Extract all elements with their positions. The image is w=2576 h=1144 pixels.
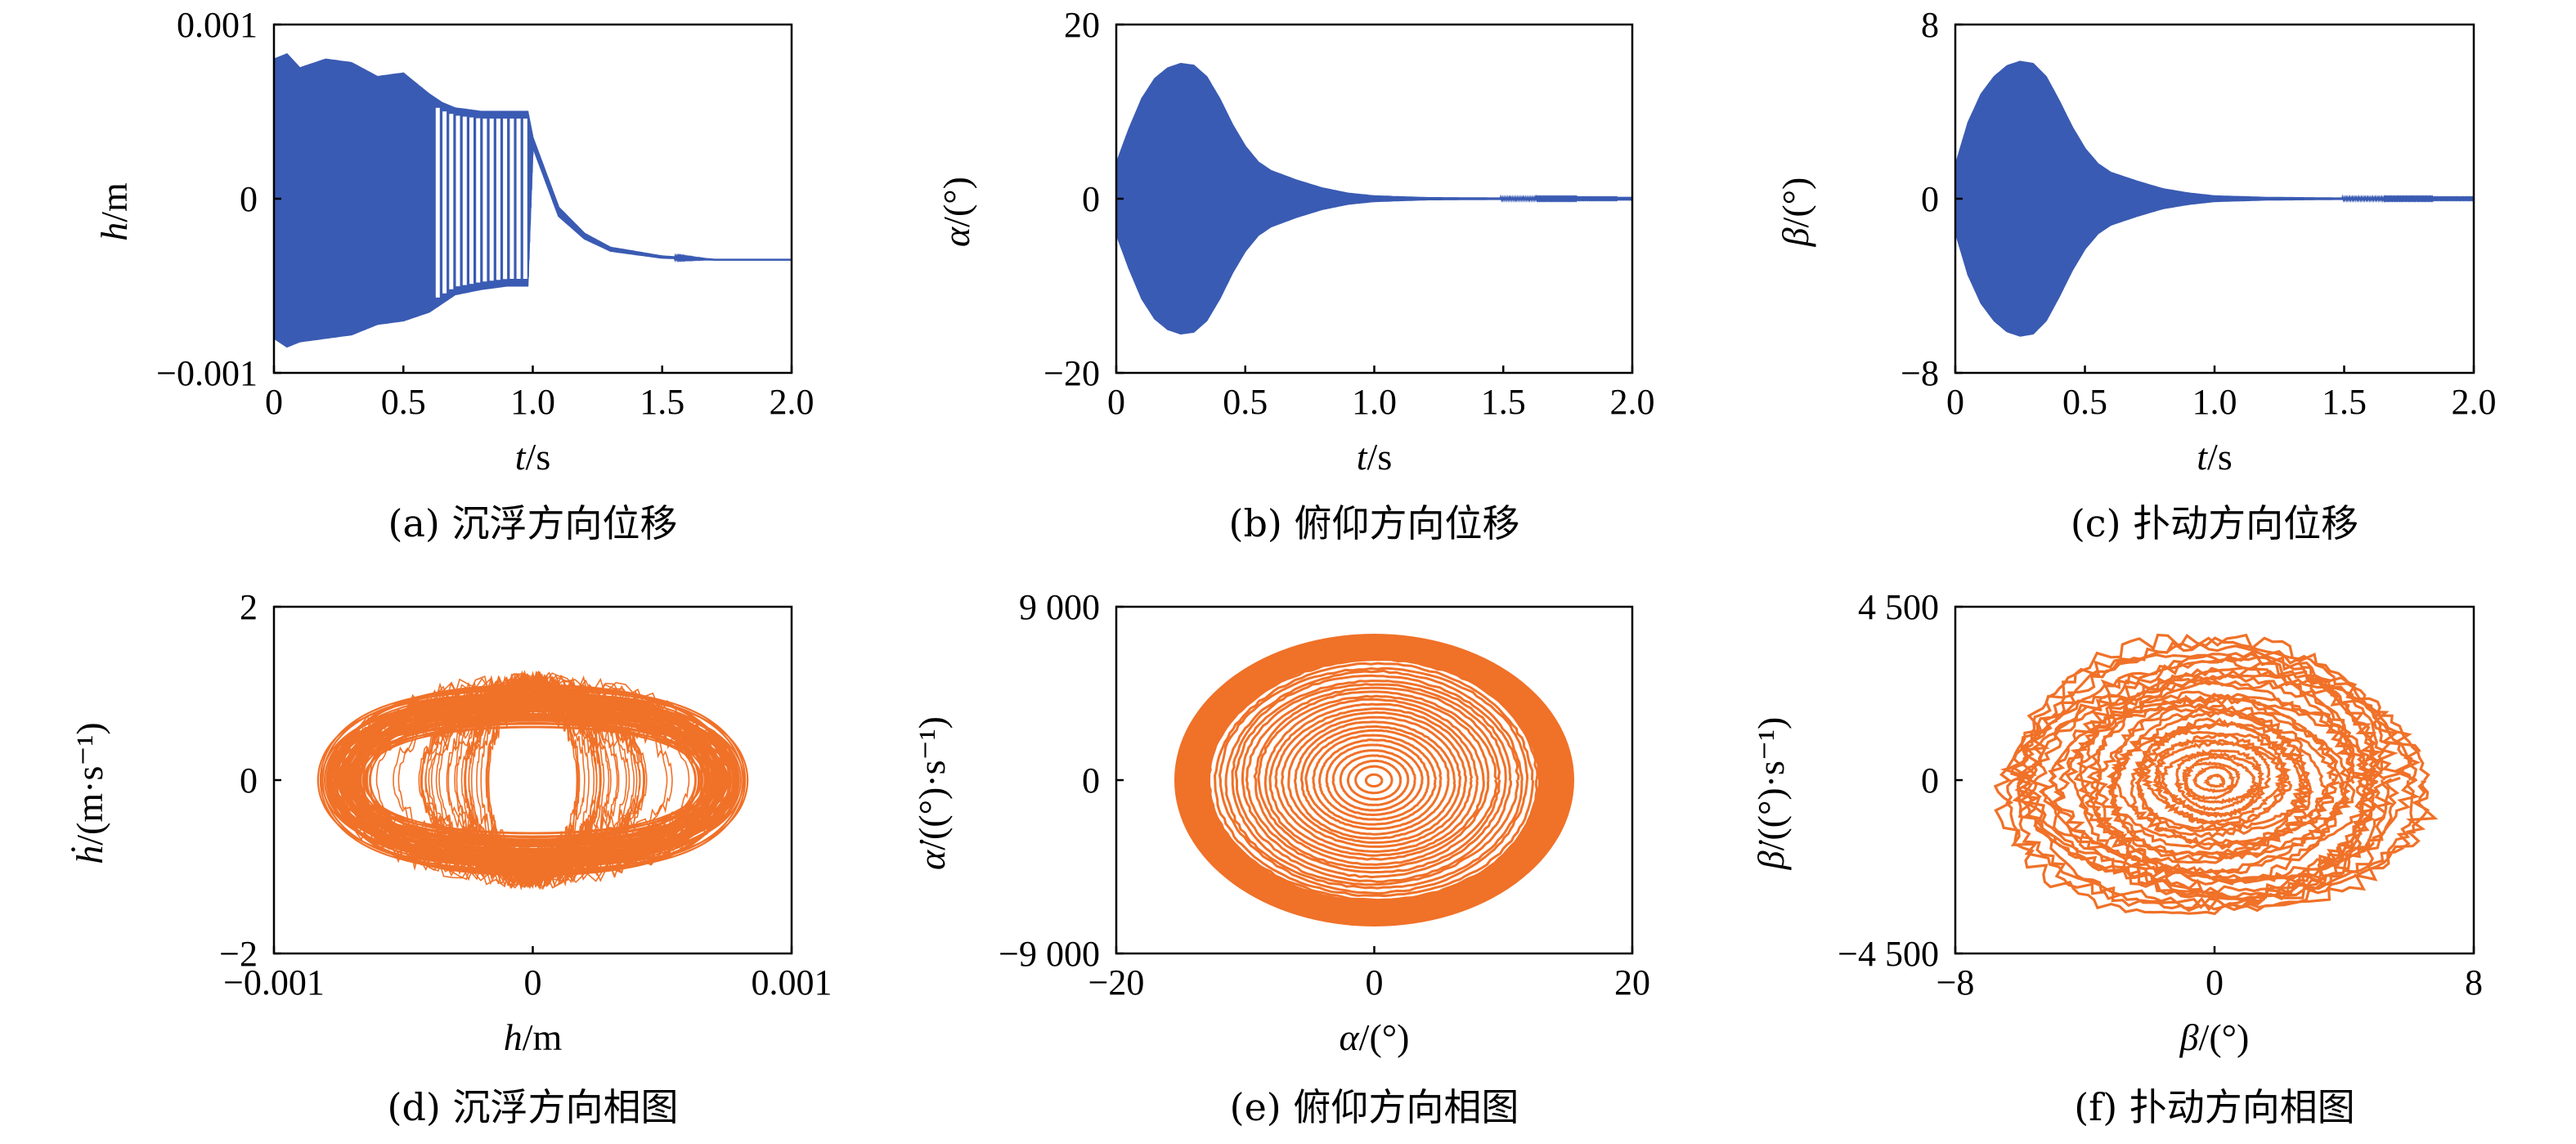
plot-area xyxy=(274,53,792,348)
y-tick-label: 0 xyxy=(1921,760,1939,801)
x-axis-label: t/s xyxy=(515,436,550,478)
x-tick-label: 0.5 xyxy=(381,382,426,422)
x-tick-label: 1.5 xyxy=(1481,382,1526,422)
x-tick-label: 8 xyxy=(2465,962,2483,1003)
series-line xyxy=(1116,63,1632,334)
y-tick-label: 0 xyxy=(1082,179,1100,219)
plot-area xyxy=(316,669,749,891)
x-tick-label: −0.001 xyxy=(223,962,325,1003)
x-tick-label: 2.0 xyxy=(770,382,815,422)
y-axis-label: h/m xyxy=(93,182,135,241)
y-tick-label: −9 000 xyxy=(999,934,1100,974)
phase-trajectory xyxy=(1993,633,2439,916)
series-line xyxy=(274,54,792,347)
x-axis-label: t/s xyxy=(2197,436,2232,478)
y-tick-label: 4 500 xyxy=(1858,587,1939,627)
x-tick-label: 0.5 xyxy=(1223,382,1268,422)
y-tick-label: 0 xyxy=(1921,179,1939,219)
y-tick-label: −0.001 xyxy=(156,353,258,393)
x-tick-label: 0 xyxy=(524,962,542,1003)
x-tick-label: −8 xyxy=(1936,962,1975,1003)
y-tick-label: 20 xyxy=(1064,5,1100,45)
y-tick-label: 0.001 xyxy=(177,5,258,45)
x-tick-label: 0.001 xyxy=(752,962,832,1003)
y-axis-label: α̇/((°)·s⁻¹) xyxy=(911,716,953,870)
y-tick-label: −4 500 xyxy=(1838,934,1939,974)
plot-area xyxy=(1116,62,1632,335)
y-axis-label: β/(°) xyxy=(1775,177,1816,248)
phase-trajectory xyxy=(1206,658,1539,902)
x-tick-label: 2.0 xyxy=(1610,382,1655,422)
y-axis-label: β̇/((°)·s⁻¹) xyxy=(1750,717,1792,871)
x-tick-label: 1.0 xyxy=(1352,382,1397,422)
y-tick-label: 0 xyxy=(240,760,258,801)
x-tick-label: 0 xyxy=(1107,382,1125,422)
y-tick-label: −2 xyxy=(219,934,258,974)
x-axis-label: t/s xyxy=(1357,436,1392,478)
y-axis-label: ḣ/(m·s⁻¹) xyxy=(69,722,110,864)
y-tick-label: 8 xyxy=(1921,5,1939,45)
chart-panel-f: −8 0 8 −4 500 0 4 500 β/(°) β̇/((°)·s⁻¹) (f) 扑动方… xyxy=(1750,587,2483,1129)
x-tick-label: 0 xyxy=(1366,962,1384,1003)
x-tick-label: 1.0 xyxy=(510,382,555,422)
y-tick-label: 2 xyxy=(240,587,258,627)
panel-caption: (b) 俯仰方向位移 xyxy=(1229,501,1520,545)
x-tick-label: 2.0 xyxy=(2452,382,2497,422)
x-tick-label: 1.5 xyxy=(2322,382,2367,422)
x-tick-label: 0.5 xyxy=(2062,382,2107,422)
plot-area xyxy=(1993,633,2439,916)
phase-trajectory-inner xyxy=(327,669,738,891)
chart-panel-e: −20 0 20 −9 000 0 9 000 α/(°) α̇/((°)·s⁻¹) (e) 俯… xyxy=(911,587,1650,1129)
x-tick-label: 0 xyxy=(265,382,283,422)
panel-caption: (e) 俯仰方向相图 xyxy=(1230,1085,1519,1129)
chart-panel-d: −0.001 0 0.001 −2 0 2 h/m ḣ/(m·s⁻¹) (d) 沉浮方向相图 xyxy=(69,587,832,1129)
panel-caption: (d) 沉浮方向相图 xyxy=(388,1085,679,1129)
x-axis-label: α/(°) xyxy=(1340,1016,1410,1058)
panel-caption: (a) 沉浮方向位移 xyxy=(388,501,678,545)
y-tick-label: −20 xyxy=(1043,353,1100,393)
x-tick-label: 20 xyxy=(1614,962,1650,1003)
plot-area xyxy=(1955,61,2474,337)
x-tick-label: 1.5 xyxy=(640,382,684,422)
x-tick-label: 0 xyxy=(2206,962,2224,1003)
y-tick-label: 9 000 xyxy=(1019,587,1100,627)
y-tick-label: 0 xyxy=(1082,760,1100,801)
x-tick-label: −20 xyxy=(1088,962,1145,1003)
y-tick-label: 0 xyxy=(240,179,258,219)
plot-area xyxy=(1174,634,1574,926)
x-axis-label: h/m xyxy=(504,1016,563,1058)
y-tick-label: −8 xyxy=(1901,353,1939,393)
x-tick-label: 1.0 xyxy=(2192,382,2237,422)
panel-caption: (c) 扑动方向位移 xyxy=(2071,501,2358,545)
x-axis-label: β/(°) xyxy=(2179,1016,2250,1058)
series-line xyxy=(1955,61,2474,336)
y-axis-label: α/(°) xyxy=(936,177,977,247)
x-tick-label: 0 xyxy=(1946,382,1964,422)
panel-caption: (f) 扑动方向相图 xyxy=(2074,1085,2355,1129)
